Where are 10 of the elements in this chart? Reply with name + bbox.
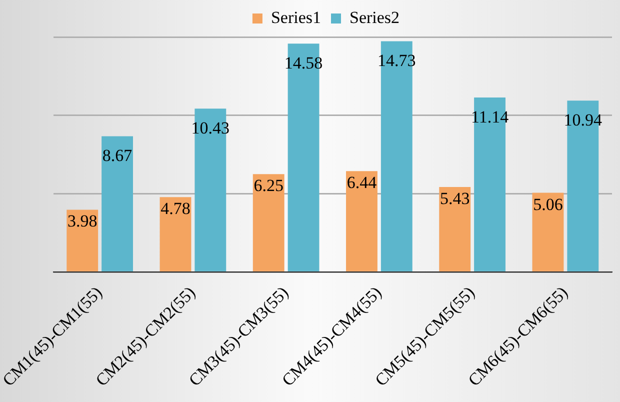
data-label: 5.43 [440,188,470,208]
data-label: 6.44 [346,173,378,192]
data-label: 3.98 [67,212,98,231]
data-label: 5.06 [533,194,563,214]
data-label: 4.78 [160,199,190,218]
legend-label: Series2 [350,8,400,27]
data-label: 11.14 [470,107,510,126]
data-label: 8.67 [102,146,133,166]
legend-label: Series1 [270,8,321,27]
data-label: 6.25 [254,176,284,196]
